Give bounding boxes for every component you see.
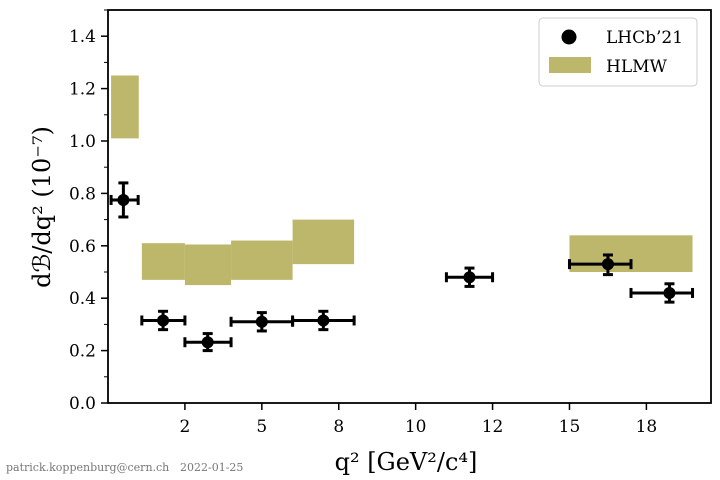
hlmw-band (184, 244, 232, 286)
point-marker (201, 336, 214, 349)
x-tick-label: 5 (256, 417, 267, 437)
x-tick-label: 10 (405, 417, 427, 437)
hlmw-band (111, 75, 139, 139)
point-marker (463, 271, 476, 284)
hlmw-band (292, 219, 355, 265)
legend-label-lhcb: LHCb’21 (606, 28, 683, 48)
data-point (567, 253, 633, 277)
data-point (629, 282, 695, 304)
y-axis-title: dℬ/dq² (10⁻⁷) (28, 126, 56, 288)
y-tick-label: 1.2 (69, 80, 96, 100)
x-tick-label: 15 (559, 417, 581, 437)
legend-swatch-hlmw (549, 57, 591, 73)
x-tick-label: 18 (636, 417, 658, 437)
data-point (229, 311, 295, 333)
plot-frame (107, 9, 712, 404)
credit-date: 2022-01-25 (180, 461, 243, 474)
data-point (140, 309, 187, 332)
data-point (183, 332, 233, 353)
credit-author: patrick.koppenburg@cern.ch (6, 461, 169, 474)
y-tick-label: 0.8 (69, 184, 96, 204)
hlmw-bands (111, 75, 693, 286)
y-tick-label: 1.4 (69, 27, 96, 47)
legend: LHCb’21 HLMW (538, 17, 698, 87)
x-axis-ticks: 2 5 8 10 12 15 18 (179, 403, 657, 437)
y-tick-label: 0.2 (69, 342, 96, 362)
legend-label-hlmw: HLMW (606, 57, 668, 77)
y-tick-label: 0.6 (69, 237, 96, 257)
data-point (291, 309, 356, 332)
x-tick-label: 12 (482, 417, 504, 437)
y-tick-label: 1.0 (69, 132, 96, 152)
point-marker (157, 314, 170, 327)
hlmw-band (231, 240, 293, 280)
x-tick-label: 8 (333, 417, 344, 437)
y-tick-label: 0.0 (69, 394, 96, 414)
point-marker (255, 315, 268, 328)
point-marker (317, 314, 330, 327)
point-marker (117, 193, 130, 206)
point-marker (601, 258, 614, 271)
x-tick-label: 2 (179, 417, 190, 437)
data-point (109, 181, 140, 219)
x-axis-title: q² [GeV²/c⁴] (335, 448, 478, 476)
point-marker (663, 286, 676, 299)
hlmw-band (141, 243, 185, 280)
legend-marker-lhcb (561, 29, 577, 45)
y-axis-ticks: 0.0 0.2 0.4 0.6 0.8 1.0 1.2 1.4 (69, 9, 108, 414)
lhcb-points (109, 181, 695, 353)
data-point (444, 266, 495, 288)
y-tick-label: 0.4 (69, 289, 96, 309)
